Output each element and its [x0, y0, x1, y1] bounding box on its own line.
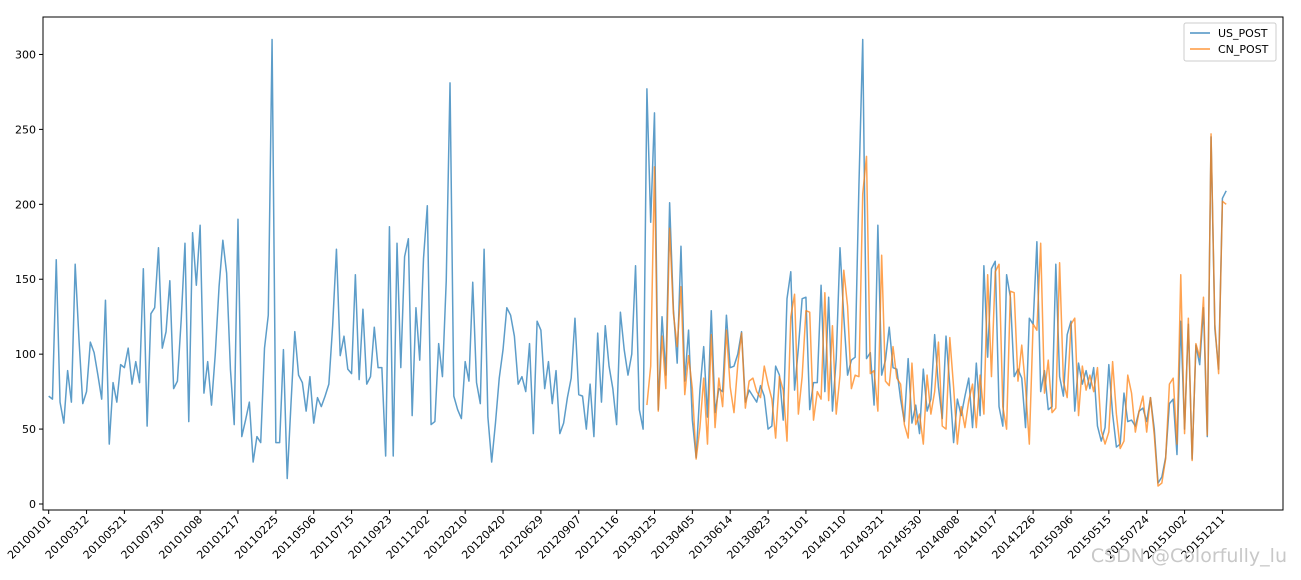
- legend-label: CN_POST: [1218, 43, 1269, 56]
- y-tick-label: 100: [15, 348, 36, 361]
- legend: US_POST CN_POST: [1183, 22, 1277, 62]
- watermark-text: CSDN @Colorfully_lu: [1090, 545, 1287, 567]
- y-tick-label: 300: [15, 48, 36, 61]
- series-line-us-post: [48, 38, 1227, 484]
- y-tick-label: 250: [15, 123, 36, 136]
- y-tick-label: 0: [29, 498, 36, 511]
- y-tick-label: 200: [15, 198, 36, 211]
- y-tick-label: 50: [22, 423, 36, 436]
- y-axis: 0 50 100 150 200 250 300: [15, 48, 43, 511]
- series-line-cn-post: [646, 133, 1227, 487]
- x-axis: 2010010120100312201005212010073020101008…: [5, 510, 1228, 562]
- series-layer: [48, 38, 1227, 487]
- legend-label: US_POST: [1218, 27, 1268, 40]
- plot-area: [42, 16, 1284, 511]
- y-tick-label: 150: [15, 273, 36, 286]
